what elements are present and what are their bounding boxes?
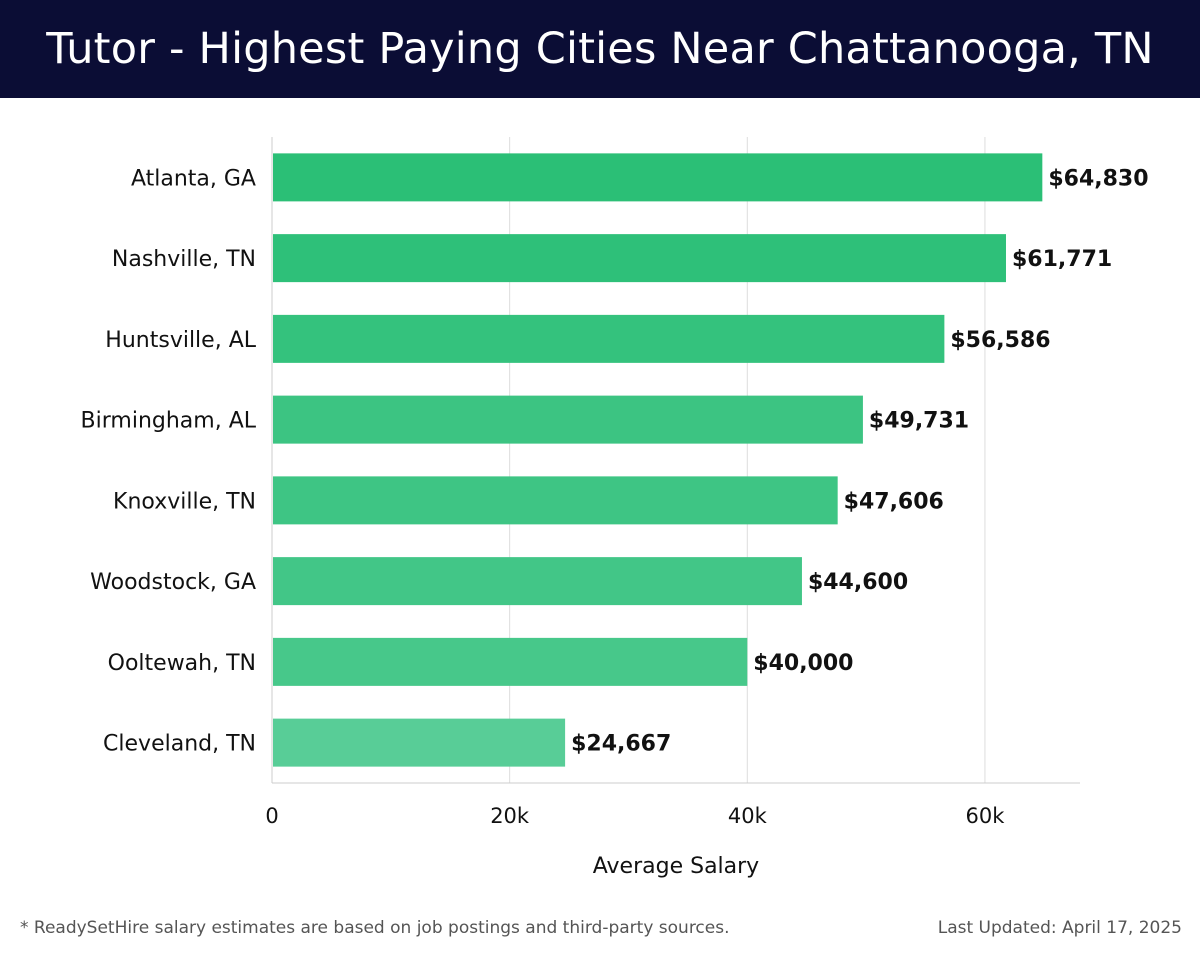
value-label: $24,667 xyxy=(571,732,671,757)
category-label: Woodstock, GA xyxy=(90,570,256,595)
bar xyxy=(273,557,802,606)
bar xyxy=(273,637,748,686)
category-label: Cleveland, TN xyxy=(103,732,256,757)
category-label: Ooltewah, TN xyxy=(108,651,256,676)
value-label: $61,771 xyxy=(1012,247,1112,272)
bar xyxy=(273,718,566,767)
category-label: Nashville, TN xyxy=(112,247,256,272)
label-layer: Atlanta, GA $64,830 Nashville, TN $61,771 Hu… xyxy=(81,166,1149,756)
grid-layer xyxy=(509,137,986,783)
x-tick-label: 40k xyxy=(728,804,768,828)
axis-layer: 0 20k 40k 60k xyxy=(265,137,1080,828)
value-label: $44,600 xyxy=(808,570,908,595)
bar-layer xyxy=(273,153,1043,767)
category-label: Birmingham, AL xyxy=(81,409,257,434)
bar xyxy=(273,476,838,525)
x-tick-label: 60k xyxy=(965,804,1005,828)
value-label: $40,000 xyxy=(753,651,853,676)
value-label: $47,606 xyxy=(844,489,944,514)
footer-note: * ReadySetHire salary estimates are base… xyxy=(20,918,730,938)
category-label: Atlanta, GA xyxy=(131,166,256,191)
category-label: Knoxville, TN xyxy=(113,489,256,514)
bar xyxy=(273,153,1043,202)
category-label: Huntsville, AL xyxy=(105,328,256,353)
value-label: $64,830 xyxy=(1048,166,1148,191)
x-tick-label: 0 xyxy=(265,804,278,828)
bar xyxy=(273,314,945,363)
bar xyxy=(273,395,863,444)
bar xyxy=(273,234,1006,283)
page-title: Tutor - Highest Paying Cities Near Chatt… xyxy=(46,24,1154,74)
last-updated: Last Updated: April 17, 2025 xyxy=(937,918,1182,938)
value-label: $49,731 xyxy=(869,409,969,434)
x-tick-label: 20k xyxy=(490,804,530,828)
header-bar: Tutor - Highest Paying Cities Near Chatt… xyxy=(0,0,1200,98)
value-label: $56,586 xyxy=(950,328,1050,353)
x-axis-title: Average Salary xyxy=(593,854,759,879)
